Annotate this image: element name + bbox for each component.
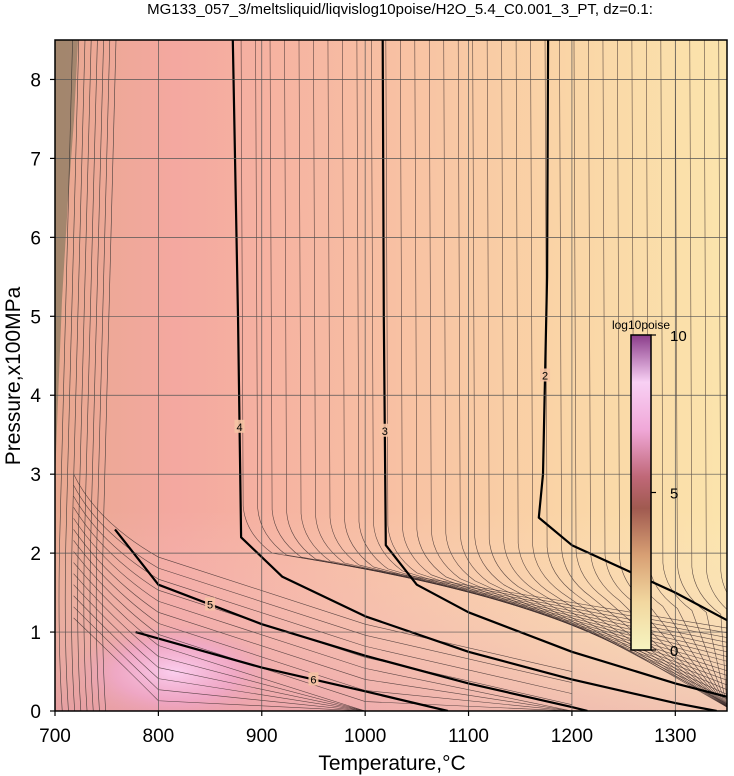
thin-contour: [298, 40, 727, 648]
contour-label-bg: [308, 672, 319, 686]
thin-contour: [675, 40, 727, 708]
chart-title: MG133_057_3/meltsliquid/liqvislog10poise…: [147, 1, 653, 18]
colorbar-tick-label: 5: [670, 486, 678, 503]
thin-contour: [327, 40, 727, 657]
thin-contour: [284, 40, 727, 643]
x-tick-label: 1200: [551, 726, 593, 747]
plot-frame: [54, 39, 728, 712]
thin-contour: [428, 40, 727, 690]
x-tick-label: 900: [246, 726, 278, 747]
colorbar-ticks: 0 5 10: [651, 328, 687, 660]
contour-line: [381, 40, 727, 698]
y-tick-label: 2: [30, 544, 41, 565]
x-tick-label: 700: [39, 726, 71, 747]
thin-contour: [443, 40, 727, 695]
colorbar-title: log10poise: [612, 318, 670, 332]
contour-label-bg: [540, 368, 551, 382]
x-tick-label: 1100: [448, 726, 489, 747]
contour-label: 6: [310, 674, 316, 686]
thin-contour: [313, 40, 727, 653]
x-tick-label: 1000: [344, 726, 386, 747]
x-tick-label: 800: [143, 726, 175, 747]
y-axis-label: Pressure,x100MPa: [2, 286, 25, 465]
y-tick-label: 1: [30, 623, 41, 644]
colorbar-tick-label: 10: [670, 328, 687, 345]
thin-contour: [703, 40, 727, 708]
y-tick-label: 3: [30, 465, 41, 486]
thin-contour: [385, 40, 727, 676]
contour-label-bg: [205, 597, 216, 611]
y-tick-label: 7: [30, 149, 41, 170]
thin-contour: [515, 40, 727, 708]
thin-contour: [356, 40, 727, 667]
y-tick-label: 6: [30, 228, 41, 249]
colorbar-tick-label: 0: [670, 643, 678, 660]
thin-contour: [269, 40, 727, 638]
y-tick-label: 8: [30, 70, 41, 91]
y-tick-label: 4: [30, 386, 41, 407]
thin-contour: [342, 40, 727, 662]
thin-contour: [530, 40, 727, 708]
contour-label: 4: [236, 422, 242, 434]
y-tick-label: 5: [30, 307, 41, 328]
colorbar: log10poise 0 5 10: [612, 318, 687, 660]
thin-contour: [486, 40, 727, 708]
colorbar-gradient: [630, 334, 652, 651]
x-tick-label: 1300: [654, 726, 696, 747]
thin-contour: [559, 40, 727, 708]
contour-line: [537, 40, 727, 622]
axis-ticks: 700 800 900 1000 1100 1200 1300 0 1 2 3 4 5 6 7 8: [30, 70, 696, 747]
thin-contour: [501, 40, 727, 708]
thin-contour: [718, 40, 727, 708]
thin-contour: [414, 40, 727, 686]
contour-label: 3: [382, 426, 388, 438]
contour-label-bg: [234, 419, 245, 433]
thin-contour: [544, 40, 727, 708]
contour-label: 5: [207, 599, 213, 611]
thin-contour: [689, 40, 727, 708]
y-tick-label: 0: [30, 702, 41, 723]
thin-contour: [472, 40, 727, 705]
thin-contour: [371, 40, 727, 672]
contour-label: 2: [542, 371, 548, 383]
x-axis-label: Temperature,°C: [318, 752, 465, 775]
thin-contour: [255, 40, 727, 634]
dark-low-temperature-band: [55, 40, 78, 480]
thin-contour: [573, 40, 727, 708]
background-shade: [55, 40, 727, 711]
thin-contour: [660, 40, 727, 708]
plot-area: 2 3 4 5 6: [55, 40, 727, 711]
contour-label-bg: [379, 423, 390, 437]
high-viscosity-region: [75, 624, 275, 711]
grid-lines: [55, 40, 727, 711]
